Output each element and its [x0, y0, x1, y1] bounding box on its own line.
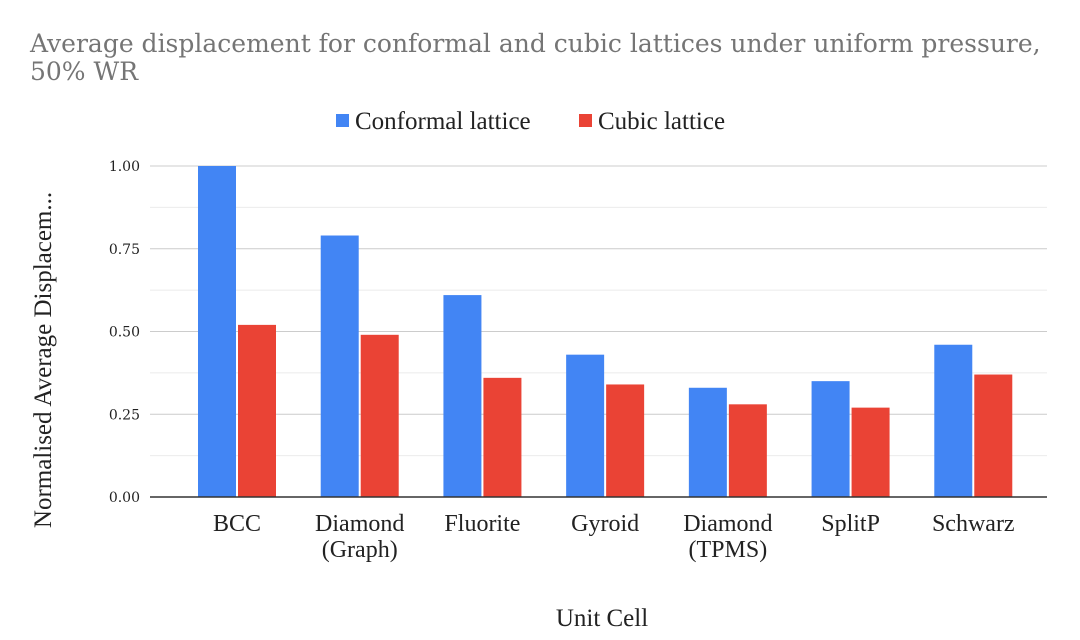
legend: Conformal lattice Cubic lattice [336, 108, 725, 135]
bar-conformal-1 [320, 235, 359, 497]
y-tick-label: 0.00 [109, 490, 140, 506]
y-tick-label: 0.25 [109, 407, 140, 423]
category-label: Diamond [315, 511, 404, 537]
bar-cubic-3 [606, 384, 645, 497]
bar-conformal-6 [934, 344, 973, 497]
y-tick-label: 0.75 [109, 242, 140, 258]
category-label: (TPMS) [689, 537, 768, 563]
bar-cubic-5 [851, 407, 890, 497]
bar-conformal-2 [443, 295, 482, 497]
bar-cubic-0 [238, 324, 276, 497]
bar-conformal-5 [811, 381, 850, 497]
category-label: Fluorite [444, 511, 520, 537]
category-label: SplitP [821, 511, 880, 537]
bar-cubic-6 [974, 374, 1013, 497]
bar-conformal-3 [566, 354, 605, 497]
bar-conformal-4 [688, 387, 727, 497]
x-axis-title: Unit Cell [556, 605, 648, 632]
category-label: BCC [213, 511, 261, 537]
y-tick-labels: 0.00 0.25 0.50 0.75 1.00 [109, 159, 140, 506]
category-label: Gyroid [571, 511, 639, 537]
chart-title: Average displacement for conformal and c… [30, 29, 1041, 86]
bar-cubic-4 [728, 404, 767, 497]
bar-cubic-1 [360, 334, 399, 497]
legend-label-cubic: Cubic lattice [598, 108, 725, 135]
category-label: Diamond [683, 511, 772, 537]
category-label: (Graph) [322, 537, 398, 563]
category-label: Schwarz [932, 511, 1015, 537]
y-tick-label: 0.50 [109, 325, 140, 341]
legend-swatch-conformal [336, 114, 349, 127]
legend-swatch-cubic [579, 114, 592, 127]
y-axis-title: Normalised Average Displacem... [30, 192, 57, 528]
bar-conformal-0 [198, 166, 236, 497]
y-tick-label: 1.00 [109, 159, 140, 175]
category-labels: BCC Diamond(Graph)Fluorite Gyroid Diamond(T… [213, 511, 1015, 563]
bars [198, 166, 1013, 497]
legend-label-conformal: Conformal lattice [355, 108, 531, 135]
bar-cubic-2 [483, 377, 522, 497]
